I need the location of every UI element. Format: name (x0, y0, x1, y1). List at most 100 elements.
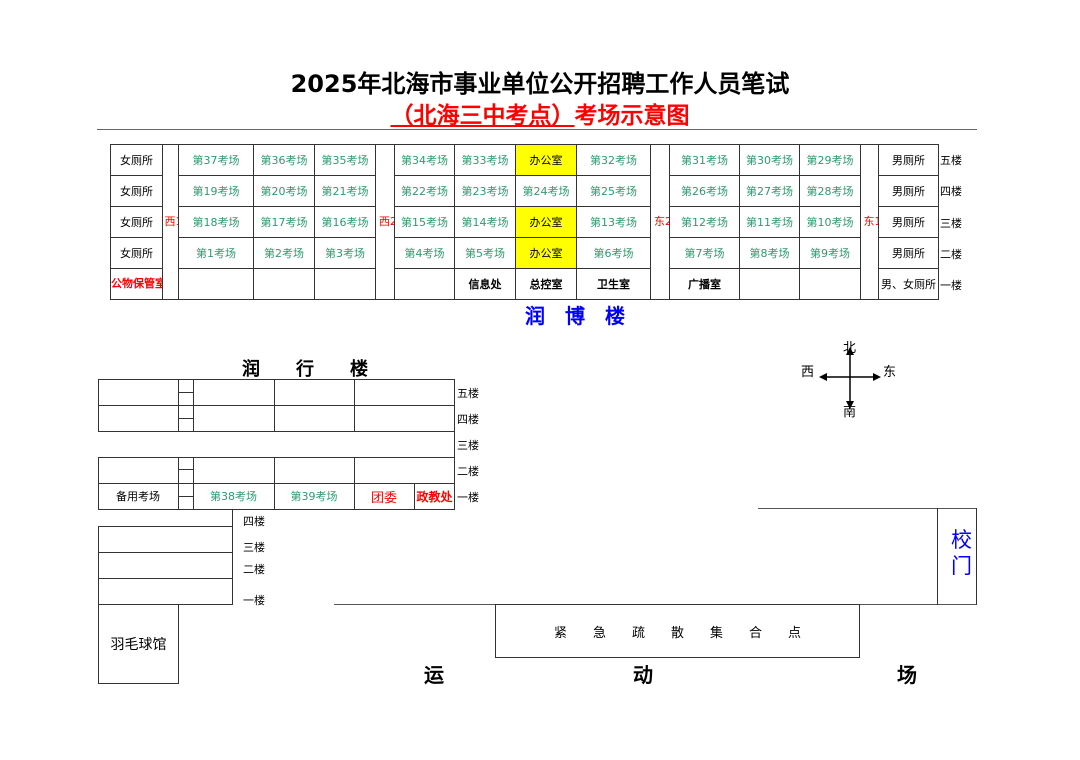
floor-label: 四楼 (243, 515, 265, 528)
exam-room: 第9考场 (799, 237, 861, 269)
exam-room: 第20考场 (253, 175, 315, 207)
badminton-hall: 羽毛球馆 (98, 604, 179, 684)
floor-row: 女厕所西1楼梯第37考场第36考场第35考场西2楼梯第34考场第33考场办公室第… (110, 144, 939, 300)
divider (354, 379, 355, 432)
page-subtitle: （北海三中考点）考场示意图 (0, 96, 1080, 130)
facility-room: 卫生室 (576, 268, 651, 300)
school-gate: 校门 (937, 508, 977, 605)
stairwell: 西2楼梯 (375, 144, 395, 300)
stair-step (178, 469, 193, 470)
empty-cell (394, 268, 455, 300)
exam-room: 第3考场 (314, 237, 376, 269)
restroom: 女厕所 (110, 237, 163, 269)
assembly-char: 合 (749, 625, 763, 641)
exam-room: 第6考场 (576, 237, 651, 269)
playground-char: 运 (424, 663, 444, 687)
exam-room: 第30考场 (739, 144, 800, 176)
office-room: 办公室 (515, 237, 577, 269)
facility-room: 信息处 (454, 268, 516, 300)
exam-room: 第18考场 (178, 206, 254, 238)
exam-room: 第28考场 (799, 175, 861, 207)
playground-char: 动 (633, 663, 653, 687)
divider (274, 379, 275, 432)
divider (232, 509, 233, 605)
runxing-floor3-edge (454, 431, 455, 457)
floor-label: 一楼 (457, 491, 479, 504)
stairwell: 东2楼梯 (650, 144, 670, 300)
divider (178, 379, 179, 432)
restroom: 女厕所 (110, 175, 163, 207)
floor-row: 女厕所 第19考场 第20考场 第21考场 第22考场 第23考场 第24考场 第25考场 第2… (110, 175, 939, 207)
exam-room: 第5考场 (454, 237, 516, 269)
divider (193, 457, 194, 510)
empty-cell (253, 268, 315, 300)
youth-league-office: 团委 (370, 490, 397, 506)
exam-room-39: 第39考场 (290, 490, 338, 503)
divider (98, 483, 455, 484)
stairwell: 东1楼梯 (860, 144, 879, 300)
exam-room: 第19考场 (178, 175, 254, 207)
exam-room: 第2考场 (253, 237, 315, 269)
exam-room: 第35考场 (314, 144, 376, 176)
exam-room: 第4考场 (394, 237, 455, 269)
divider (98, 526, 99, 605)
exam-room: 第25考场 (576, 175, 651, 207)
floor-label: 四楼 (940, 185, 962, 199)
facility-room: 总控室 (515, 268, 577, 300)
storage-room: 公物保管室 (110, 268, 163, 300)
assembly-char: 急 (592, 625, 606, 641)
floor-label: 四楼 (457, 413, 479, 426)
page-title: 2025年北海市事业单位公开招聘工作人员笔试 (290, 70, 790, 98)
floor-label: 一楼 (243, 594, 265, 607)
restroom: 女厕所 (110, 144, 163, 176)
exam-room: 第27考场 (739, 175, 800, 207)
assembly-char: 疏 (631, 625, 645, 641)
floor-label: 五楼 (940, 154, 962, 167)
divider (414, 483, 415, 510)
stair-step (178, 392, 193, 393)
compass-west: 西 (801, 365, 815, 380)
exam-room: 第1考场 (178, 237, 254, 269)
floor-row: 女厕所 第18考场 第17考场 第16考场 第15考场 第14考场 办公室 第13考场 第12考… (110, 206, 939, 238)
floor-label: 三楼 (457, 439, 479, 452)
spare-exam-room: 备用考场 (116, 490, 160, 503)
restroom: 男、女厕所 (878, 268, 939, 300)
exam-room: 第17考场 (253, 206, 315, 238)
floor-label: 二楼 (243, 563, 265, 576)
political-office: 政教处 (416, 489, 453, 504)
floor-label: 二楼 (457, 465, 479, 478)
emergency-assembly-point: 紧 急 疏 散 集 合 点 (495, 604, 860, 658)
runxing-building-name: 润 行 楼 (242, 359, 368, 380)
stairwell-label: 东1楼梯 (863, 215, 878, 228)
divider (98, 578, 233, 579)
divider (98, 526, 233, 527)
floor-row: 女厕所 第1考场 第2考场 第3考场 第4考场 第5考场 办公室 第6考场 第7考场 第8考场 第9… (110, 237, 939, 269)
divider (274, 457, 275, 510)
campus-boundary (758, 508, 977, 509)
divider (178, 457, 179, 510)
floor-label: 二楼 (940, 247, 962, 261)
floor-row: 公物保管室 信息处 总控室 卫生室 广播室 男、女厕所 (110, 268, 939, 300)
restroom: 男厕所 (878, 175, 939, 207)
exam-room: 第8考场 (739, 237, 800, 269)
exam-room: 第23考场 (454, 175, 516, 207)
empty-cell (178, 268, 254, 300)
stairwell-label: 西2楼梯 (379, 215, 394, 228)
exam-room: 第13考场 (576, 206, 651, 238)
exam-room: 第37考场 (178, 144, 254, 176)
divider (193, 379, 194, 432)
divider (98, 552, 233, 553)
facility-room: 广播室 (669, 268, 740, 300)
assembly-char: 集 (710, 625, 724, 641)
floor-label: 五楼 (457, 387, 479, 400)
exam-room: 第22考场 (394, 175, 455, 207)
exam-room: 第29考场 (799, 144, 861, 176)
divider (98, 405, 455, 406)
exam-room: 第12考场 (669, 206, 740, 238)
assembly-char: 散 (670, 625, 684, 641)
divider (178, 604, 233, 605)
exam-room: 第14考场 (454, 206, 516, 238)
floor-label: 三楼 (243, 541, 265, 554)
exam-room: 第31考场 (669, 144, 740, 176)
restroom: 男厕所 (878, 144, 939, 176)
